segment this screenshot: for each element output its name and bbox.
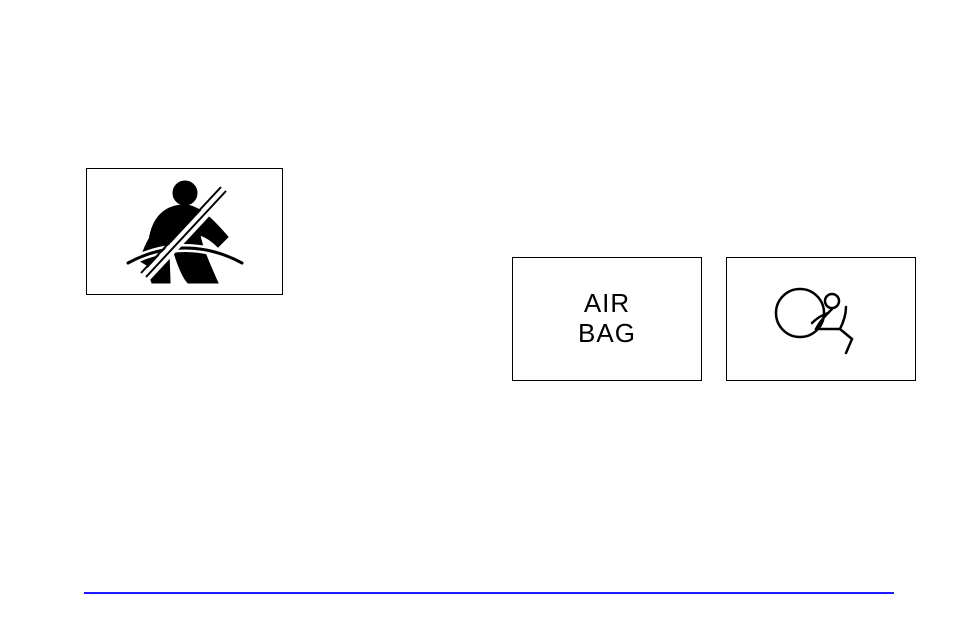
airbag-person-icon [766, 279, 876, 359]
airbag-text-line-2: BAG [578, 319, 636, 349]
airbag-text-line-1: AIR [584, 289, 630, 319]
airbag-icon-panel [726, 257, 916, 381]
airbag-text-panel: AIR BAG [512, 257, 702, 381]
footer-divider [84, 592, 894, 594]
seatbelt-figure-icon [110, 177, 260, 287]
seatbelt-reminder-panel [86, 168, 283, 295]
